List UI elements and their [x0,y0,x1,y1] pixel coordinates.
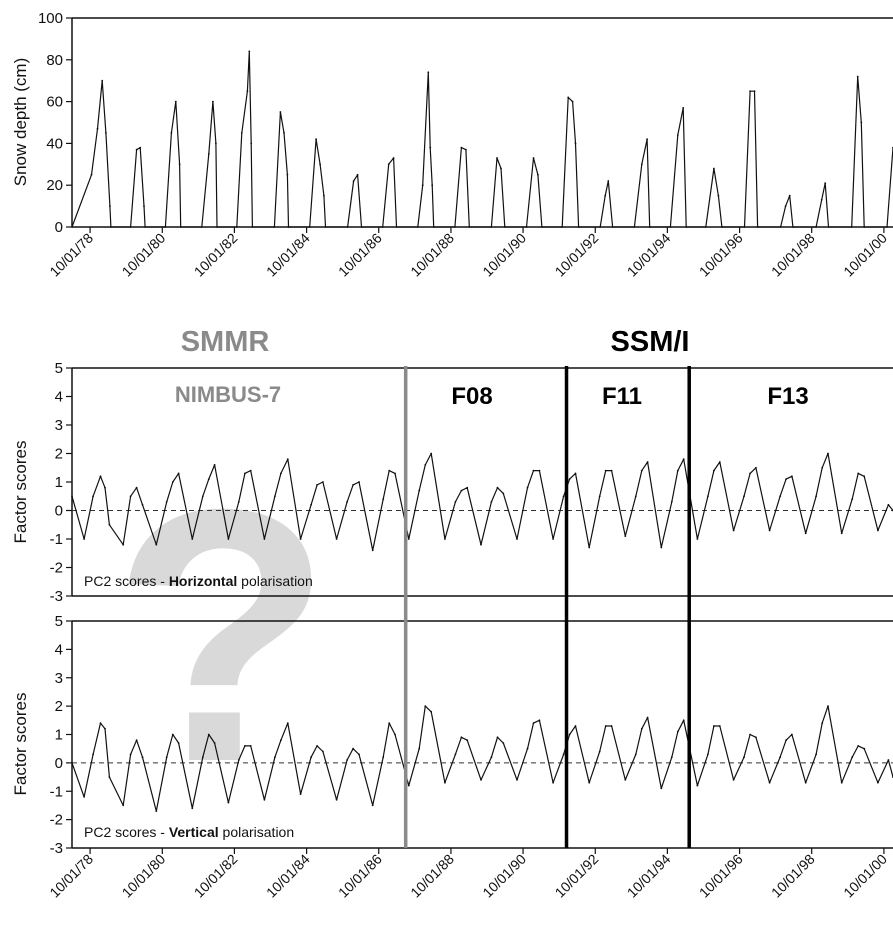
sensor-label-smmr: SMMR [181,326,270,358]
horizontal-ytick-label: 3 [55,417,63,434]
snow-depth-ytick-label: 40 [46,135,63,152]
snow-depth-ytick-label: 20 [46,177,63,194]
snow-depth-panel: Snow depth (cm) 0 20 40 60 80 100 10/01/78 10/… [11,10,893,280]
horizontal-series-line [71,452,893,551]
snow-depth-xtick-label: 10/01/82 [191,230,241,280]
snow-depth-xtick-label: 10/01/80 [119,230,169,280]
vertical-xtick-label: 10/01/94 [624,851,674,901]
platform-label-f13: F13 [767,383,808,410]
snow-depth-xtick-label: 10/01/00 [840,230,890,280]
horizontal-ylabel: Factor scores [11,441,30,544]
vertical-xtick-label: 10/01/88 [407,851,457,901]
vertical-ytick-label: 0 [55,755,63,772]
vertical-ytick-label: -3 [50,840,63,857]
platform-boundaries [403,366,691,848]
vertical-xtick-label: 10/01/78 [46,851,96,901]
vertical-xtick-label: 10/01/90 [479,851,529,901]
horizontal-ytick-label: 4 [55,389,63,406]
snow-depth-xtick-label: 10/01/90 [479,230,529,280]
platform-label-f08: F08 [451,383,492,410]
snow-depth-series-line [71,50,893,228]
horizontal-ytick-label: -3 [50,588,63,605]
horizontal-ytick-label: -1 [50,531,63,548]
vertical-ytick-label: -1 [50,783,63,800]
vertical-series-line [71,705,893,812]
vertical-xtick-label: 10/01/98 [768,851,818,901]
horizontal-polarisation-panel: Factor scores -3 -2 -1 0 1 2 3 4 5 PC2 scores - … [11,360,893,605]
vertical-xtick-label: 10/01/92 [552,851,602,901]
snow-depth-xtick-label: 10/01/84 [263,230,313,280]
vertical-annotation: PC2 scores - Vertical polarisation [84,824,294,840]
snow-depth-ytick-label: 80 [46,52,63,69]
vertical-xtick-label: 10/01/00 [840,851,890,901]
snow-depth-ytick-label: 0 [55,219,63,236]
snow-depth-xtick-label: 10/01/78 [46,230,96,280]
horizontal-ytick-label: 2 [55,446,63,463]
vertical-xtick-label: 10/01/96 [696,851,746,901]
vertical-ytick-label: -2 [50,812,63,829]
snow-depth-ytick-label: 100 [38,10,63,27]
vertical-ytick-label: 4 [55,641,63,658]
vertical-ylabel: Factor scores [11,693,30,796]
vertical-ytick-label: 5 [55,613,63,630]
vertical-ytick-label: 2 [55,698,63,715]
snow-depth-xtick-label: 10/01/88 [407,230,457,280]
snow-depth-ytick-label: 60 [46,94,63,111]
sensor-label-ssmi: SSM/I [611,326,690,358]
vertical-xtick-label: 10/01/80 [119,851,169,901]
snow-depth-xtick-label: 10/01/94 [624,230,674,280]
vertical-xtick-label: 10/01/86 [335,851,385,901]
platform-label-f11: F11 [602,383,642,410]
horizontal-ytick-label: 1 [55,474,63,491]
snow-depth-ylabel: Snow depth (cm) [11,58,30,187]
vertical-xtick-label: 10/01/84 [263,851,313,901]
horizontal-ytick-label: -2 [50,560,63,577]
vertical-xtick-label: 10/01/82 [191,851,241,901]
horizontal-ytick-label: 0 [55,503,63,520]
snow-depth-xtick-label: 10/01/92 [552,230,602,280]
vertical-ytick-label: 3 [55,670,63,687]
platform-label-nimbus7: NIMBUS-7 [175,382,281,407]
snow-depth-xtick-label: 10/01/98 [768,230,818,280]
vertical-ytick-label: 1 [55,727,63,744]
snow-depth-xtick-label: 10/01/86 [335,230,385,280]
horizontal-ytick-label: 5 [55,360,63,377]
horizontal-annotation: PC2 scores - Horizontal polarisation [84,573,313,589]
snow-depth-xtick-label: 10/01/96 [696,230,746,280]
